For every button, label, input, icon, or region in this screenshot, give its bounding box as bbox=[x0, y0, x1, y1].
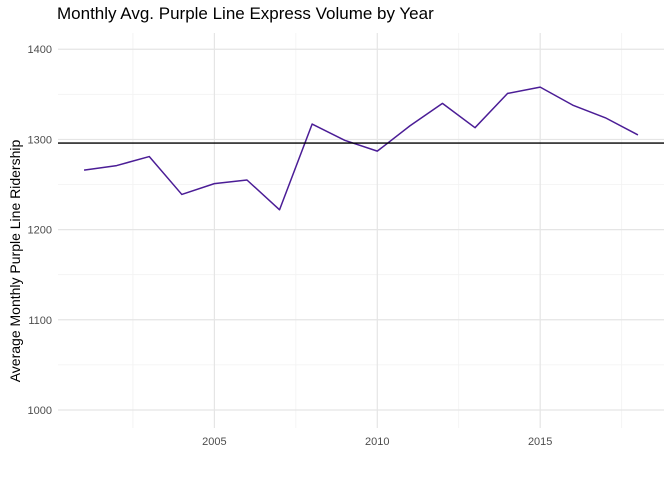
y-tick-label: 1000 bbox=[28, 405, 52, 417]
y-tick-label: 1400 bbox=[28, 44, 52, 56]
x-tick-label: 2015 bbox=[528, 436, 552, 448]
y-tick-label: 1300 bbox=[28, 134, 52, 146]
x-tick-label: 2010 bbox=[365, 436, 389, 448]
major-gridlines bbox=[58, 33, 664, 428]
y-tick-label: 1100 bbox=[28, 315, 52, 327]
tick-labels: 1000 1100 1200 1300 1400 2005 2010 2015 bbox=[28, 44, 553, 448]
x-tick-label: 2005 bbox=[202, 436, 226, 448]
chart-title: Monthly Avg. Purple Line Express Volume … bbox=[57, 4, 434, 23]
minor-gridlines bbox=[58, 33, 664, 428]
y-tick-label: 1200 bbox=[28, 225, 52, 237]
series-lines bbox=[58, 86, 664, 211]
series-line bbox=[83, 86, 639, 211]
